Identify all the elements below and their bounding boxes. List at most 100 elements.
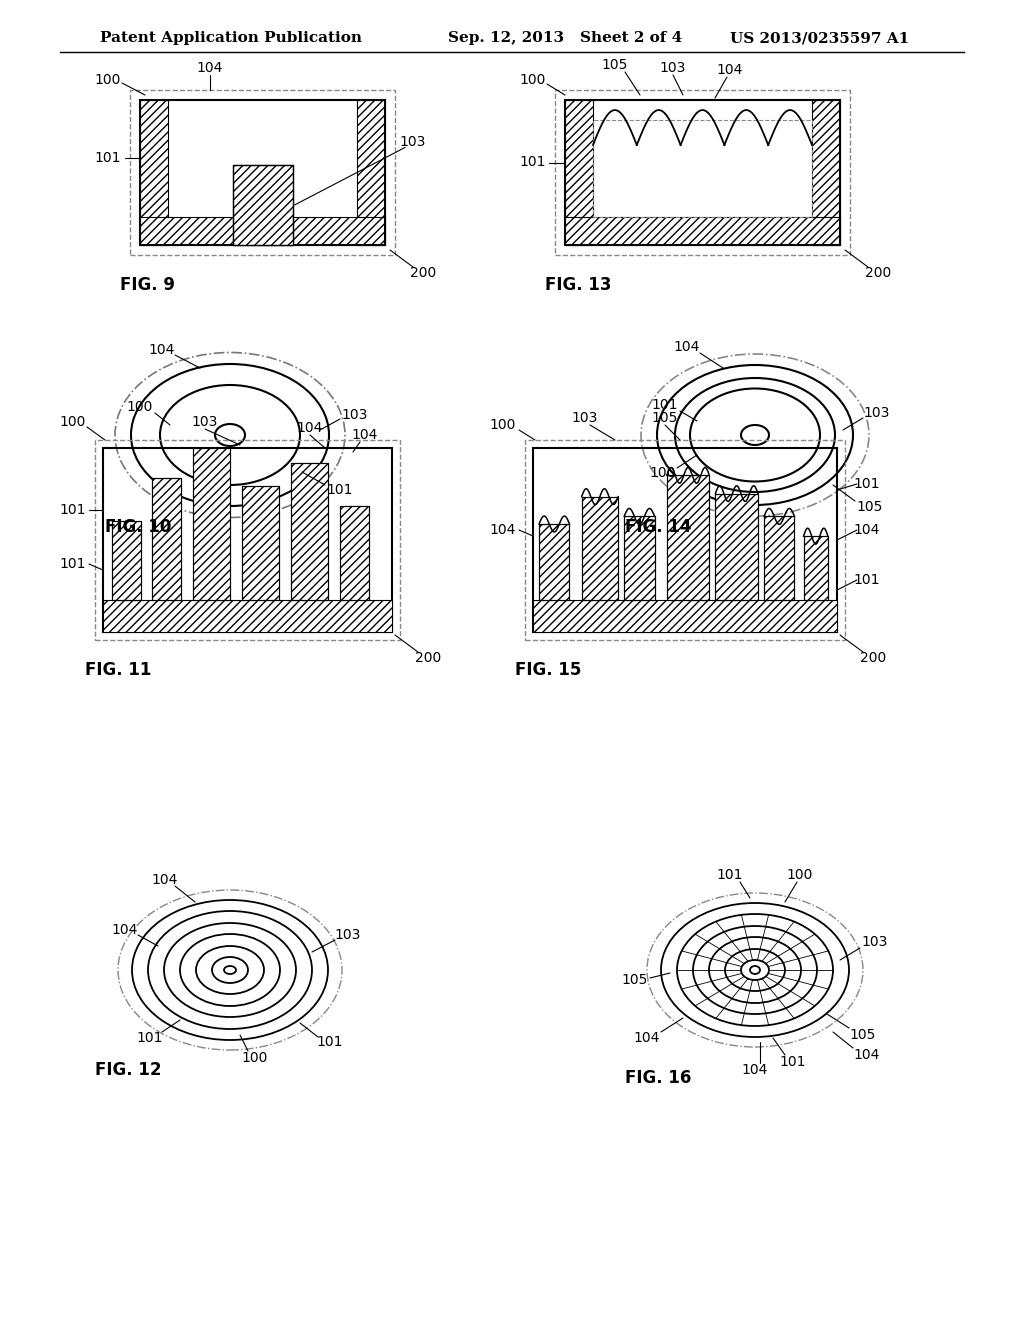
Bar [625, 516, 654, 601]
Text: 101: 101 [137, 1031, 163, 1045]
Text: 104: 104 [112, 923, 138, 937]
Bar [804, 536, 827, 601]
Text: 200: 200 [860, 651, 886, 665]
Bar [525, 440, 845, 640]
Text: 101: 101 [327, 483, 353, 498]
Text: 100: 100 [650, 466, 676, 480]
Bar [812, 100, 840, 246]
Bar [565, 100, 593, 246]
Text: 101: 101 [59, 557, 86, 572]
Bar [667, 475, 710, 601]
Bar [764, 516, 795, 601]
Bar [565, 216, 840, 246]
Bar [340, 506, 369, 601]
Bar [103, 447, 392, 632]
Text: 105: 105 [652, 411, 678, 425]
Bar [555, 90, 850, 255]
Text: FIG. 9: FIG. 9 [120, 276, 175, 294]
Text: FIG. 11: FIG. 11 [85, 661, 152, 678]
Text: 101: 101 [316, 1035, 343, 1049]
Bar [153, 478, 181, 601]
Bar [340, 506, 369, 601]
Bar [667, 475, 710, 601]
Bar [103, 601, 392, 632]
Bar [565, 100, 840, 246]
Text: 103: 103 [864, 407, 890, 420]
Text: 104: 104 [352, 428, 378, 442]
Bar [582, 496, 618, 601]
Bar [357, 100, 385, 246]
Text: 104: 104 [197, 61, 223, 75]
Bar [193, 447, 230, 601]
Bar [232, 165, 293, 246]
Bar [112, 521, 140, 601]
Bar [232, 165, 293, 246]
Text: 100: 100 [520, 73, 546, 87]
Text: 104: 104 [489, 523, 516, 537]
Text: US 2013/0235597 A1: US 2013/0235597 A1 [730, 30, 909, 45]
Text: FIG. 12: FIG. 12 [95, 1061, 162, 1078]
Text: 105: 105 [622, 973, 648, 987]
Bar [291, 463, 329, 601]
Text: FIG. 14: FIG. 14 [625, 517, 691, 536]
Text: 101: 101 [520, 156, 546, 169]
Text: 101: 101 [59, 503, 86, 517]
Text: 200: 200 [410, 267, 436, 280]
Text: 104: 104 [854, 1048, 881, 1063]
Bar [593, 120, 812, 216]
Bar [130, 90, 395, 255]
Text: 103: 103 [659, 61, 686, 75]
Bar [140, 100, 168, 246]
Text: 104: 104 [674, 341, 700, 354]
Text: 200: 200 [865, 267, 891, 280]
Text: 100: 100 [95, 73, 121, 87]
Text: 105: 105 [602, 58, 628, 73]
Text: 104: 104 [634, 1031, 660, 1045]
Bar [716, 494, 758, 601]
Bar [140, 216, 385, 246]
Text: 104: 104 [152, 873, 178, 887]
Text: 100: 100 [127, 400, 154, 414]
Bar [140, 100, 385, 246]
Bar [625, 516, 654, 601]
Text: 101: 101 [651, 399, 678, 412]
Bar [242, 486, 280, 601]
Text: 103: 103 [335, 928, 361, 942]
Text: 105: 105 [850, 1028, 877, 1041]
Text: 103: 103 [399, 136, 426, 149]
Bar [153, 478, 181, 601]
Bar [716, 494, 758, 601]
Text: 101: 101 [779, 1055, 806, 1069]
Text: FIG. 15: FIG. 15 [515, 661, 582, 678]
Text: 100: 100 [489, 418, 516, 432]
Bar [193, 447, 230, 601]
Bar [242, 486, 280, 601]
Text: 100: 100 [59, 414, 86, 429]
Text: 104: 104 [741, 1063, 768, 1077]
Text: 103: 103 [862, 935, 888, 949]
Text: 105: 105 [857, 500, 883, 513]
Bar [582, 496, 618, 601]
Bar [764, 516, 795, 601]
Text: Sheet 2 of 4: Sheet 2 of 4 [580, 30, 682, 45]
Text: 103: 103 [191, 414, 218, 429]
Bar [539, 524, 569, 601]
Text: 104: 104 [297, 421, 324, 436]
Bar [539, 524, 569, 601]
Text: 103: 103 [342, 408, 369, 422]
Text: FIG. 13: FIG. 13 [545, 276, 611, 294]
Text: FIG. 10: FIG. 10 [105, 517, 171, 536]
Text: Sep. 12, 2013: Sep. 12, 2013 [449, 30, 564, 45]
Bar [534, 601, 837, 632]
Text: 100: 100 [786, 869, 813, 882]
Text: Patent Application Publication: Patent Application Publication [100, 30, 362, 45]
Text: 101: 101 [95, 150, 121, 165]
Text: 101: 101 [854, 477, 881, 491]
Bar [804, 536, 827, 601]
Bar [112, 521, 140, 601]
Text: 104: 104 [854, 523, 881, 537]
Bar [534, 447, 837, 632]
Text: 100: 100 [242, 1051, 268, 1065]
Text: 101: 101 [717, 869, 743, 882]
Text: FIG. 16: FIG. 16 [625, 1069, 691, 1086]
